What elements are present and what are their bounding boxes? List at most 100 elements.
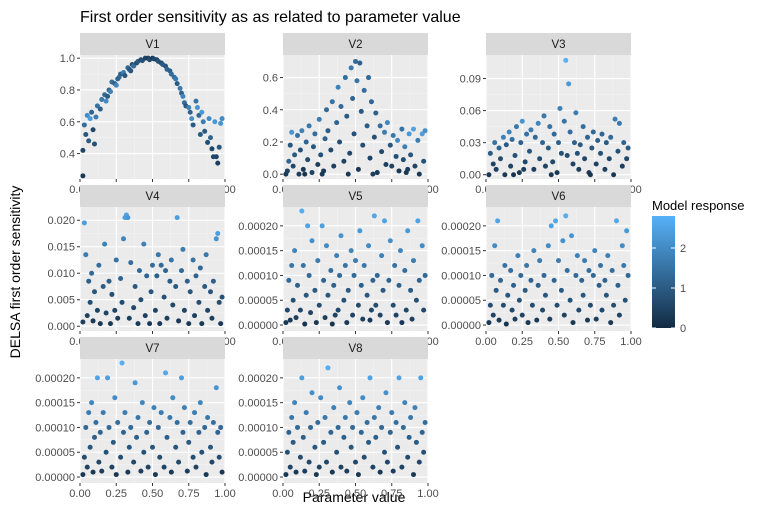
y-tick-label: 0.015 — [47, 242, 75, 254]
data-point — [151, 405, 157, 411]
data-point — [353, 258, 358, 264]
data-point — [157, 454, 163, 460]
facet-v8: V8 0.00 0.25 0.50 0.75 1.00 0.00000 0.00005 0.00… — [238, 337, 439, 500]
data-point — [408, 287, 414, 293]
data-point — [297, 454, 303, 460]
data-point — [315, 162, 321, 168]
data-point — [370, 277, 376, 283]
data-point — [199, 449, 205, 455]
data-point — [376, 405, 382, 411]
data-point — [80, 472, 86, 478]
data-point — [92, 289, 97, 295]
facet-strip-label: V6 — [551, 191, 565, 203]
data-point — [573, 110, 579, 116]
data-point — [498, 156, 503, 162]
data-point — [537, 156, 543, 162]
data-point — [492, 243, 498, 249]
y-tick-label: 1.0 — [60, 53, 75, 65]
data-point — [80, 319, 86, 325]
data-point — [598, 263, 604, 269]
data-point — [541, 113, 547, 119]
data-point — [358, 282, 364, 288]
data-point — [367, 155, 373, 161]
data-point — [144, 429, 150, 435]
data-point — [141, 449, 147, 455]
data-point — [574, 150, 580, 156]
y-tick-label: 0.00015 — [238, 246, 278, 258]
data-point — [496, 145, 502, 151]
y-tick-label: 0.00010 — [238, 422, 278, 434]
data-point — [305, 223, 311, 229]
data-point — [325, 365, 331, 371]
data-point — [170, 395, 176, 401]
data-point — [303, 139, 309, 145]
data-point — [419, 131, 425, 137]
data-point — [103, 449, 109, 455]
y-tick-label: 0.00020 — [238, 221, 278, 233]
data-point — [387, 429, 393, 435]
facet-strip — [80, 185, 225, 207]
data-point — [566, 81, 572, 87]
data-point — [197, 400, 203, 406]
data-point — [418, 375, 424, 381]
data-point — [139, 400, 145, 406]
data-point — [614, 218, 619, 224]
data-point — [295, 424, 300, 430]
y-tick-label: 0.8 — [60, 85, 75, 97]
data-point — [213, 385, 219, 391]
facet-v7: V7 0.00 0.25 0.50 0.75 1.00 0.00000 0.00005 0.00… — [35, 337, 236, 500]
y-tick-label: 0.6 — [60, 117, 75, 129]
data-point — [126, 315, 132, 321]
data-point — [585, 317, 590, 323]
data-point — [345, 287, 351, 293]
data-point — [344, 468, 350, 474]
data-point — [511, 172, 517, 178]
data-point — [395, 444, 401, 450]
data-point — [380, 287, 386, 293]
data-point — [329, 99, 335, 105]
data-point — [131, 459, 137, 465]
data-point — [393, 419, 399, 425]
data-point — [325, 292, 331, 298]
data-point — [335, 307, 341, 313]
data-point — [354, 410, 360, 416]
data-point — [399, 320, 405, 326]
data-point — [582, 156, 588, 162]
data-point — [355, 472, 361, 478]
data-point — [90, 469, 96, 475]
facet-strip — [80, 33, 225, 55]
x-tick-label: 0.75 — [381, 488, 402, 500]
data-point — [590, 272, 596, 278]
y-tick-label: 0.00000 — [35, 472, 75, 484]
data-point — [342, 415, 348, 421]
data-point — [136, 268, 142, 274]
data-point — [103, 310, 109, 316]
data-point — [287, 464, 293, 470]
data-point — [508, 267, 514, 273]
data-point — [164, 434, 170, 440]
data-point — [355, 166, 361, 172]
data-point — [205, 139, 211, 145]
data-point — [147, 321, 153, 327]
data-point — [545, 145, 551, 151]
data-point — [209, 146, 215, 152]
facet-strip — [486, 185, 631, 207]
data-point — [89, 400, 95, 406]
data-point — [86, 138, 92, 144]
data-point — [344, 113, 350, 119]
data-point — [377, 312, 383, 318]
data-point — [576, 307, 582, 313]
data-point — [415, 218, 421, 224]
data-point — [573, 272, 579, 278]
data-point — [168, 469, 174, 475]
data-point — [496, 317, 502, 323]
data-point — [287, 317, 293, 323]
data-point — [405, 454, 411, 460]
y-tick-label: 0.00015 — [35, 398, 75, 410]
data-point — [331, 163, 337, 169]
data-point — [402, 267, 408, 273]
data-point — [399, 464, 405, 470]
y-tick-label: 0.00000 — [238, 472, 278, 484]
data-point — [625, 272, 631, 278]
